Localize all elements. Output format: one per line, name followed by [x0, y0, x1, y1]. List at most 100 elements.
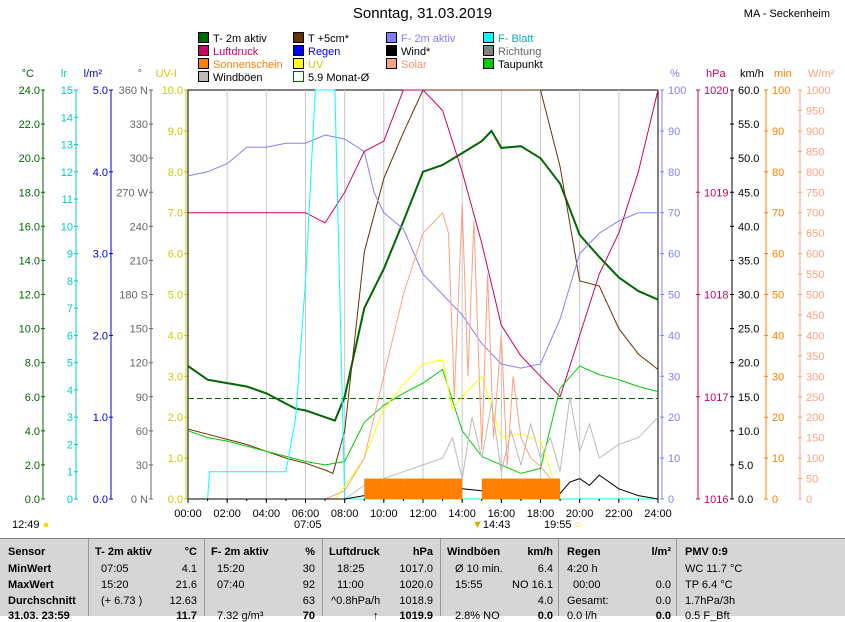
axis-tick-label: 20.0 — [738, 358, 759, 370]
axis-tick-label: 4 — [67, 385, 73, 397]
stats-cell: 4.1 — [181, 563, 197, 575]
legend-label: 5.9 Monat-Ø — [308, 72, 370, 84]
axis-tick-label: 16.0 — [19, 221, 40, 233]
legend-fblatt[interactable]: F- Blatt — [483, 32, 533, 46]
legend-swatch-icon — [293, 32, 304, 43]
axis-tick-label: 6 — [67, 330, 73, 342]
legend-swatch-icon — [386, 32, 397, 43]
x-tick-label: 18:00 — [527, 508, 555, 520]
legend-taupunkt[interactable]: Taupunkt — [483, 58, 543, 72]
axis-tick-label: 5 — [67, 358, 73, 370]
axis-tick-label: 8 — [67, 276, 73, 288]
legend-label: Regen — [308, 46, 341, 58]
x-tick-label: 16:00 — [488, 508, 516, 520]
stats-header: Sensor — [8, 546, 46, 558]
axis-unit-label: lr — [61, 68, 67, 80]
axis-tick-label: 30 — [772, 371, 784, 383]
axis-tick-label: 360 N — [119, 85, 148, 97]
axis-tick-label: 100 — [772, 85, 790, 97]
sunshine-bar — [383, 478, 404, 499]
stats-cell: 30 — [302, 563, 315, 575]
axis-tick-label: 3.0 — [93, 249, 108, 261]
axis-tick-label: 40 — [668, 330, 680, 342]
axis-tick-label: 15 — [61, 85, 73, 97]
legend-label: F- Blatt — [498, 33, 534, 45]
axis-tick-label: 80 — [668, 167, 680, 179]
axis-tick-label: 5.0 — [93, 85, 108, 97]
x-tick-label: 10:00 — [370, 508, 398, 520]
axis-tick-label: 9 — [67, 249, 73, 261]
axis-tick-label: 400 — [806, 330, 824, 342]
legend-label: T- 2m aktiv — [213, 33, 267, 45]
axis-tick-label: 2.0 — [168, 412, 183, 424]
series-line — [188, 89, 659, 398]
x-tick-label: 04:00 — [253, 508, 281, 520]
axis-tick-label: 2.0 — [93, 330, 108, 342]
stats-row-label: Durchschnitt — [8, 595, 76, 607]
legend-uv[interactable]: UV — [293, 58, 323, 72]
series-line — [334, 359, 561, 500]
legend-t2m[interactable]: T- 2m aktiv — [198, 32, 267, 46]
legend-solar[interactable]: Solar — [386, 58, 427, 72]
stats-cell: TP 6.4 °C — [685, 579, 733, 591]
legend-wind[interactable]: Wind* — [386, 45, 430, 59]
axis-tick-label: 10 — [61, 221, 73, 233]
legend-swatch-icon — [198, 45, 209, 56]
stats-col-windboeen: Windböen km/h Ø 10 min. 6.4 15:55 NO 16.… — [440, 539, 559, 622]
stats-col-t2m: T- 2m aktiv °C 07:05 4.1 15:20 21.6 (+ 6… — [88, 539, 205, 622]
stats-cell: ^0.8hPa/h — [331, 595, 381, 607]
axis-tick-label: 55.0 — [738, 119, 759, 131]
stats-header: Regen — [567, 546, 601, 558]
stats-cell: 07:40 — [217, 579, 245, 591]
legend-swatch-icon — [483, 58, 494, 69]
axis-tick-label: 20 — [668, 412, 680, 424]
axis-tick-label: 1.0 — [168, 453, 183, 465]
legend-luftdruck[interactable]: Luftdruck — [198, 45, 258, 59]
legend-monat-avg[interactable]: 5.9 Monat-Ø — [293, 71, 369, 85]
axis-tick-label: 8.0 — [168, 167, 183, 179]
legend-sonnenschein[interactable]: Sonnenschein — [198, 58, 283, 72]
series-line — [187, 134, 658, 369]
axis-tick-label: 0.0 — [168, 494, 183, 506]
legend-f2m[interactable]: F- 2m aktiv — [386, 32, 455, 46]
axis-tick-label: 30 — [668, 371, 680, 383]
stats-cell: 00:00 — [573, 579, 601, 591]
axis-tick-label: 300 — [806, 371, 824, 383]
axis-tick-label: 8.0 — [25, 358, 40, 370]
sunshine-bar — [403, 478, 423, 499]
axis-tick-label: 900 — [806, 126, 824, 138]
weather-chart: °C24.022.020.018.016.014.012.010.08.06.0… — [19, 68, 835, 520]
stats-header: F- 2m aktiv — [211, 546, 269, 558]
axis-tick-label: 18.0 — [19, 187, 40, 199]
axis-tick-label: 10 — [772, 453, 784, 465]
axis-tick-label: 7 — [67, 303, 73, 315]
time-marker-sunset: 19:55 ○ — [544, 519, 582, 531]
legend-richtung[interactable]: Richtung — [483, 45, 541, 59]
axis-tick-label: 40 — [772, 330, 784, 342]
axis-tick-label: 10.0 — [162, 85, 183, 97]
legend-windboeen[interactable]: Windböen — [198, 71, 263, 85]
stats-row-label: MaxWert — [8, 579, 54, 591]
axis-tick-label: 30.0 — [738, 290, 759, 302]
axis-tick-label: 5.0 — [738, 460, 753, 472]
axis-tick-label: 750 — [806, 187, 824, 199]
axis-tick-label: 800 — [806, 167, 824, 179]
legend-swatch-icon — [293, 58, 304, 69]
axis-tick-label: 11 — [62, 194, 73, 206]
legend-swatch-icon — [293, 45, 304, 56]
legend-t5cm[interactable]: T +5cm* — [293, 32, 349, 46]
axis-tick-label: 20.0 — [19, 153, 40, 165]
legend-regen[interactable]: Regen — [293, 45, 340, 59]
noon-icon: ▼ — [472, 519, 483, 531]
time-marker-extra: 12:49 ● — [12, 519, 50, 531]
legend-swatch-icon — [198, 71, 209, 82]
axis-tick-label: 90 — [136, 392, 148, 404]
axis-tick-label: 1 — [67, 467, 73, 479]
stats-cell: 0.0 — [655, 579, 671, 591]
series-luftdruck — [188, 89, 659, 398]
legend-label: Taupunkt — [498, 59, 543, 71]
axis-tick-label: 1020 — [704, 85, 728, 97]
axis-tick-label: 240 — [130, 221, 148, 233]
axis-tick-label: 0.0 — [93, 494, 108, 506]
stats-cell: Ø 10 min. — [455, 563, 503, 575]
